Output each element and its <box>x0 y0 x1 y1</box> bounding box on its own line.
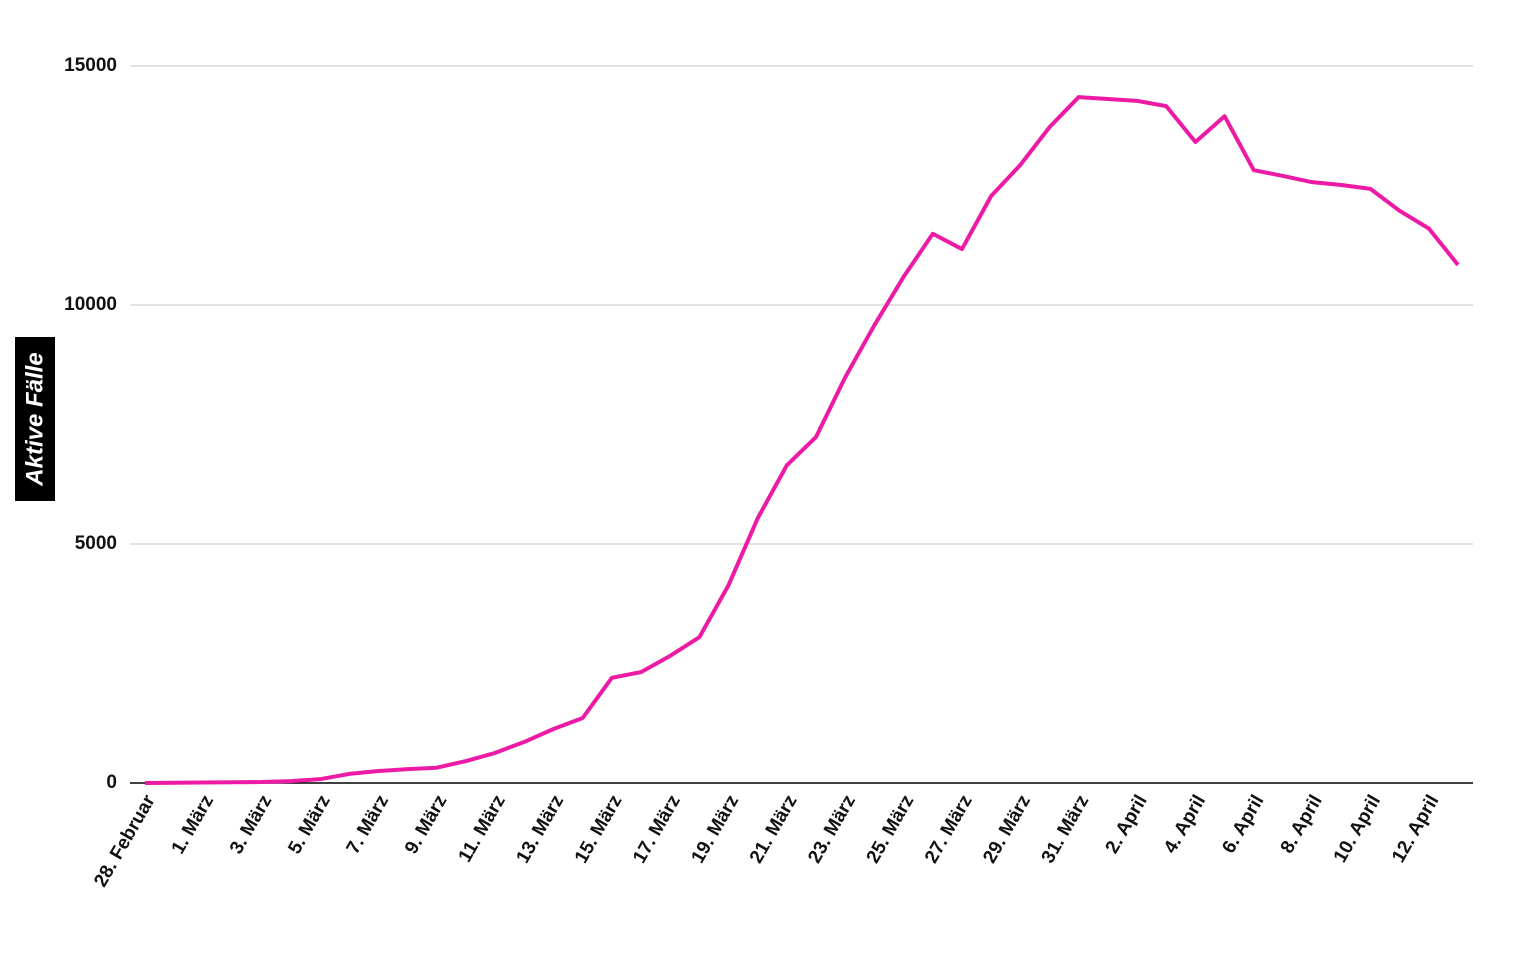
y-tick-label: 0 <box>106 772 117 793</box>
x-tick-label: 9. März <box>401 792 451 858</box>
x-tick-label: 15. März <box>571 792 627 867</box>
x-tick-label: 6. April <box>1218 792 1268 858</box>
x-tick-label: 4. April <box>1160 792 1210 858</box>
x-tick-label: 19. März <box>688 792 744 867</box>
x-tick-label: 10. April <box>1330 792 1385 867</box>
x-tick-label: 13. März <box>512 792 568 867</box>
x-tick-label: 29. März <box>979 792 1035 867</box>
y-label-box <box>15 337 55 501</box>
x-tick-label: 8. April <box>1277 792 1327 858</box>
line <box>144 95 1460 785</box>
y-tick-label: 5000 <box>75 533 117 554</box>
x-tick-label: 23. März <box>804 792 860 867</box>
x-tick-label: 31. März <box>1038 792 1094 867</box>
x-tick-label: 25. März <box>863 792 919 867</box>
y-tick-label: 10000 <box>64 294 117 315</box>
x-tick-label: 11. März <box>455 792 510 867</box>
x-tick-label: 5. März <box>284 792 334 858</box>
y-axis-label: Aktive Fälle <box>21 352 48 486</box>
x-tick-label: 2. April <box>1102 792 1152 858</box>
x-tick-label: 28. Februar <box>90 791 160 891</box>
x-tick-label: 21. März <box>746 792 802 867</box>
x-tick-label: 7. März <box>343 792 393 858</box>
x-tick-label: 12. April <box>1388 792 1443 867</box>
x-tick-label: 3. März <box>226 792 276 858</box>
y-tick-label: 15000 <box>64 55 117 76</box>
x-tick-label: 17. März <box>629 792 685 867</box>
x-tick-label: 27. März <box>921 792 977 867</box>
x-tick-label: 1. März <box>168 792 218 858</box>
